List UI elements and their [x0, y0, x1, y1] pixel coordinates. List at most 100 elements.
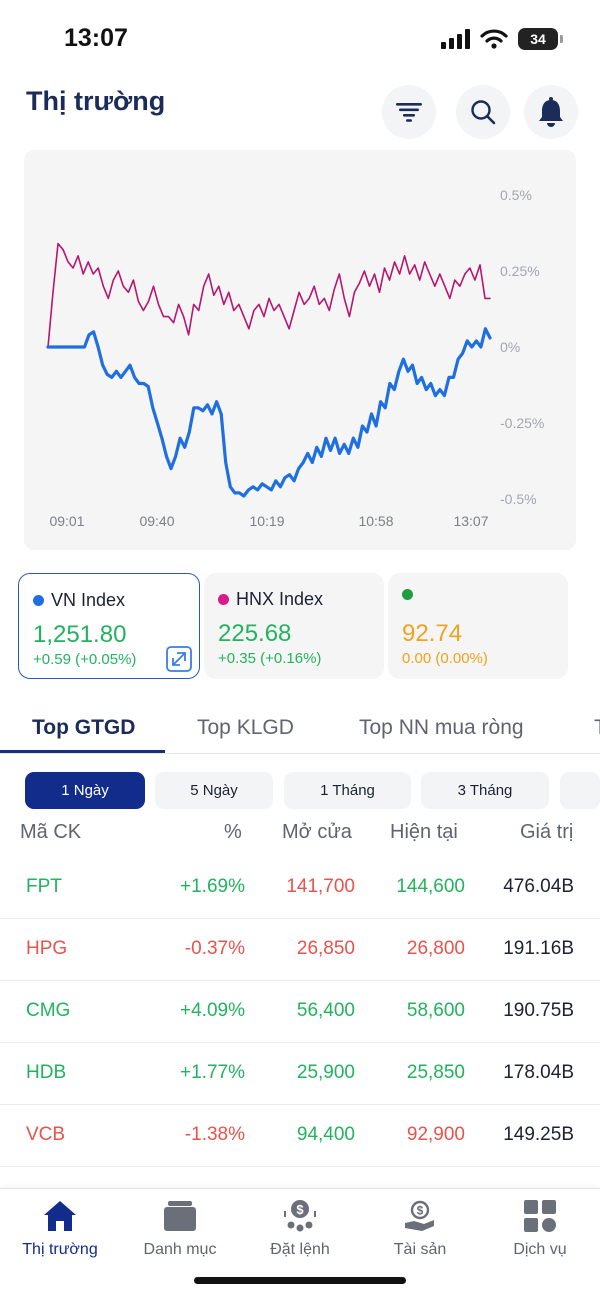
index-dot: [218, 594, 229, 605]
col-header-symbol[interactable]: Mã CK: [20, 821, 82, 843]
nav-label: Thị trường: [22, 1241, 98, 1258]
x-tick-label: 10:58: [358, 513, 393, 529]
stock-current-price: 58,600: [406, 1000, 465, 1021]
index-card-vn[interactable]: VN Index 1,251.80 +0.59 (+0.05%): [18, 573, 200, 679]
index-value: 1,251.80: [33, 621, 127, 648]
col-header-pct[interactable]: %: [224, 821, 242, 843]
chart-svg: 0.5% 0.25% 0% -0.25% -0.5% 09:01 09:40 10:19 10:…: [46, 187, 544, 529]
tab-top-gtgd[interactable]: Top GTGD: [32, 716, 136, 739]
table-row[interactable]: HPG -0.37% 26,850 26,800 191.16B: [0, 919, 600, 981]
home-indicator: [194, 1277, 406, 1284]
stock-trade-value: 149.25B: [503, 1124, 574, 1145]
stock-current-price: 92,900: [406, 1124, 465, 1145]
period-1-day[interactable]: 1 Ngày: [25, 772, 145, 809]
tab-top-klgd[interactable]: Top KLGD: [197, 716, 294, 739]
index-name-label: VN Index: [51, 590, 126, 610]
status-bar: 13:07 34: [0, 0, 600, 80]
stock-trade-value: 191.16B: [503, 938, 574, 959]
table-row[interactable]: CMG +4.09% 56,400 58,600 190.75B: [0, 981, 600, 1043]
stock-current-price: 26,800: [406, 938, 465, 959]
table-row[interactable]: HDB +1.77% 25,900 25,850 178.04B: [0, 1043, 600, 1105]
stock-current-price: 144,600: [396, 876, 465, 897]
stock-open-price: 26,850: [296, 938, 355, 959]
tab-overflow[interactable]: T: [594, 716, 600, 740]
table-row[interactable]: VCB -1.38% 94,400 92,900 149.25B: [0, 1105, 600, 1167]
index-card-upcom[interactable]: 92.74 0.00 (0.00%): [388, 573, 568, 679]
wifi-icon: [480, 29, 508, 49]
col-header-value[interactable]: Giá trị: [520, 821, 574, 843]
search-button[interactable]: [456, 85, 510, 139]
series-line-vn-index: [46, 327, 492, 498]
y-tick-label: -0.25%: [500, 415, 544, 431]
index-dot: [33, 595, 44, 606]
period-1-month[interactable]: 1 Tháng: [284, 772, 411, 809]
svg-text:$: $: [296, 1202, 304, 1217]
index-name: HNX Index: [218, 589, 323, 610]
index-name: [402, 589, 420, 600]
x-tick-label: 09:40: [139, 513, 174, 529]
nav-label: Đặt lệnh: [270, 1241, 330, 1258]
x-tick-label: 09:01: [49, 513, 84, 529]
series-line-hnx-index: [47, 242, 491, 348]
tab-top-nn-mua-rong[interactable]: Top NN mua ròng: [359, 716, 524, 739]
table-row[interactable]: FPT +1.69% 141,700 144,600 476.04B: [0, 857, 600, 919]
stock-trade-value: 178.04B: [503, 1062, 574, 1083]
battery-icon: 34: [518, 28, 563, 50]
filter-icon: [396, 103, 422, 122]
x-tick-label: 10:19: [249, 513, 284, 529]
period-3-months[interactable]: 3 Tháng: [421, 772, 549, 809]
x-tick-label: 13:07: [453, 513, 488, 529]
stock-change-pct: +1.69%: [180, 876, 245, 897]
index-value: 225.68: [218, 620, 292, 647]
notification-button[interactable]: [524, 85, 578, 139]
period-overflow[interactable]: [560, 772, 600, 809]
stock-symbol: VCB: [26, 1124, 66, 1145]
svg-text:$: $: [417, 1204, 424, 1218]
y-tick-label: -0.5%: [500, 491, 537, 507]
index-change: +0.59 (+0.05%): [33, 651, 137, 668]
stock-change-pct: -0.37%: [184, 938, 245, 959]
status-icons: 34: [440, 28, 563, 50]
nav-services[interactable]: Dịch vụ: [480, 1199, 600, 1259]
index-change: +0.35 (+0.16%): [218, 650, 322, 667]
index-name-label: HNX Index: [236, 589, 324, 609]
nav-market[interactable]: Thị trường: [0, 1199, 120, 1259]
search-icon: [471, 100, 496, 125]
signal-icon: [441, 29, 470, 49]
nav-label: Tài sản: [393, 1241, 447, 1258]
stock-open-price: 141,700: [286, 876, 355, 897]
ranking-tabs: Top GTGD Top KLGD Top NN mua ròng T: [0, 706, 600, 754]
index-name: VN Index: [33, 590, 125, 611]
filter-button[interactable]: [382, 85, 436, 139]
stock-symbol: FPT: [26, 876, 62, 897]
y-tick-label: 0.5%: [500, 187, 532, 203]
expand-icon[interactable]: [165, 645, 193, 673]
stock-change-pct: -1.38%: [184, 1124, 245, 1145]
home-icon: [44, 1201, 76, 1231]
nav-order[interactable]: $ Đặt lệnh: [240, 1199, 360, 1259]
assets-icon: $: [405, 1200, 434, 1231]
active-tab-indicator: [0, 750, 165, 753]
nav-label: Danh mục: [143, 1241, 217, 1258]
y-tick-label: 0.25%: [500, 263, 540, 279]
nav-portfolio[interactable]: Danh mục: [120, 1199, 240, 1259]
col-header-current[interactable]: Hiện tại: [390, 821, 458, 843]
bell-icon: [539, 97, 563, 127]
stock-current-price: 25,850: [406, 1062, 465, 1083]
period-5-days[interactable]: 5 Ngày: [155, 772, 273, 809]
stock-change-pct: +4.09%: [180, 1000, 245, 1021]
nav-assets[interactable]: $ Tài sản: [360, 1199, 480, 1259]
stock-symbol: HDB: [26, 1062, 67, 1083]
stock-trade-value: 476.04B: [503, 876, 574, 897]
col-header-open[interactable]: Mở cửa: [282, 821, 352, 843]
index-dot: [402, 589, 413, 600]
status-time: 13:07: [64, 24, 128, 52]
market-chart: 0.5% 0.25% 0% -0.25% -0.5% 09:01 09:40 10:19 10:…: [24, 150, 576, 550]
services-icon: [524, 1200, 556, 1232]
y-tick-label: 0%: [500, 339, 520, 355]
index-card-hnx[interactable]: HNX Index 225.68 +0.35 (+0.16%): [204, 573, 384, 679]
stock-open-price: 25,900: [296, 1062, 355, 1083]
stock-symbol: CMG: [26, 1000, 71, 1021]
stock-trade-value: 190.75B: [503, 1000, 574, 1021]
stock-open-price: 94,400: [296, 1124, 355, 1145]
